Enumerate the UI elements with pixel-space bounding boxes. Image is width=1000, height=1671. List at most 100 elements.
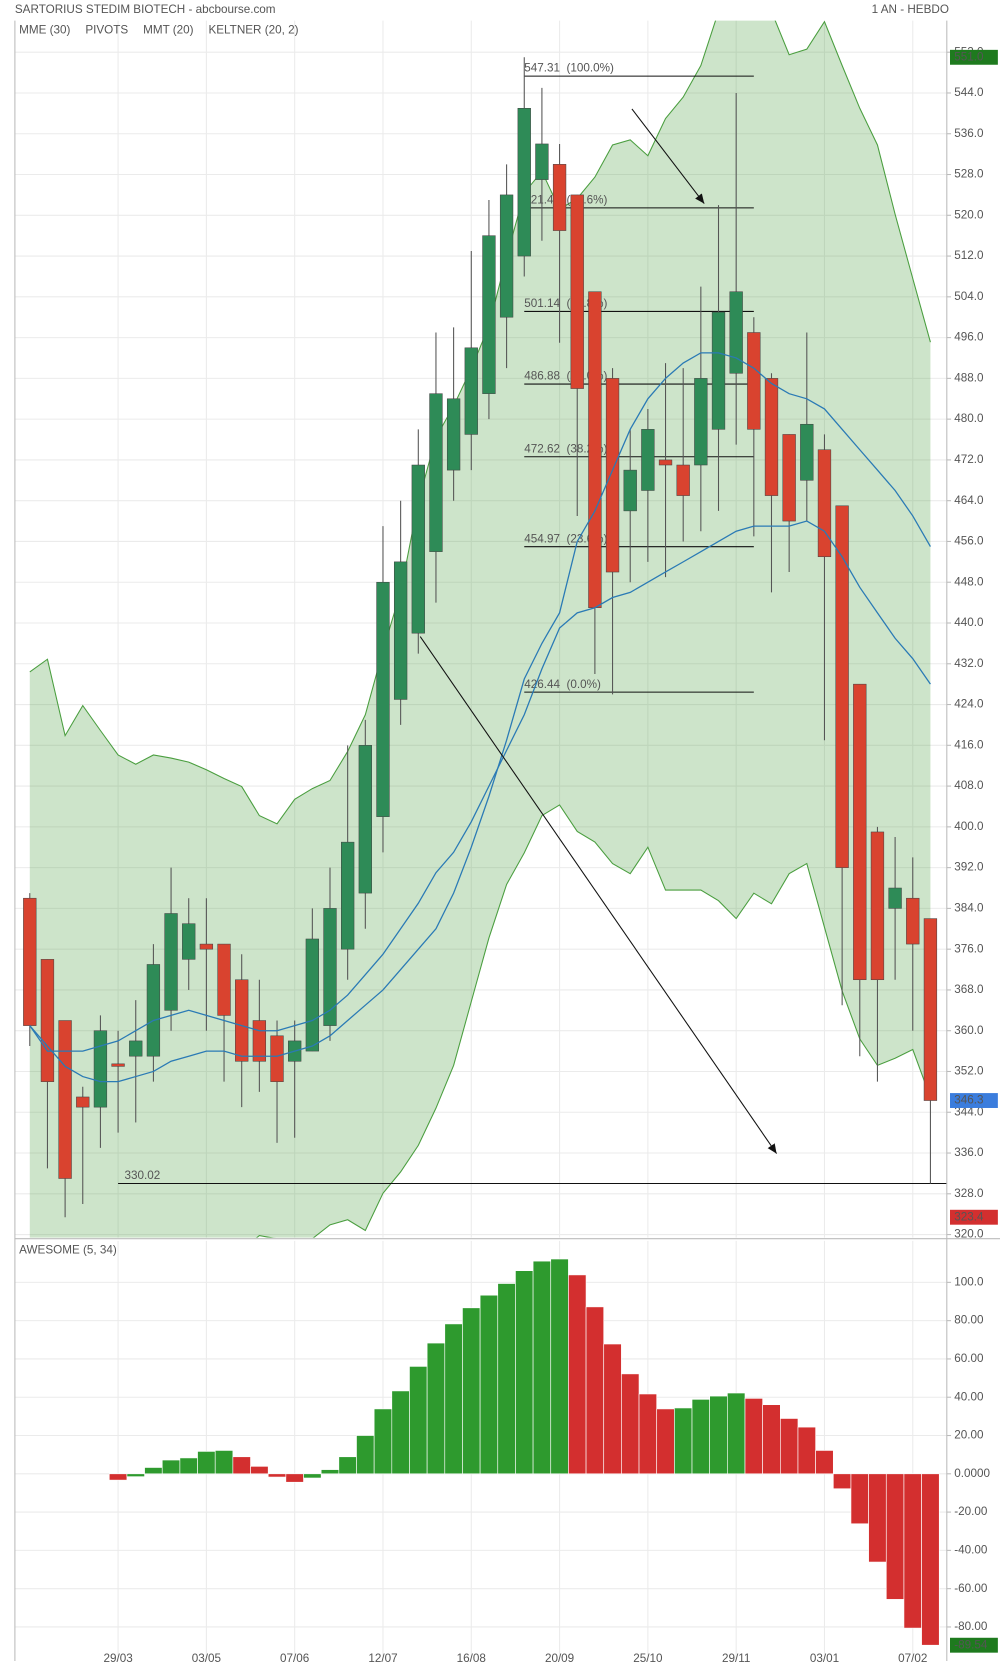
candle-body — [429, 393, 443, 552]
ao-bar — [497, 1283, 516, 1475]
ao-bar — [462, 1307, 481, 1475]
ao-bar — [797, 1426, 816, 1475]
candle-body — [235, 979, 249, 1062]
ao-layer — [108, 1258, 940, 1646]
y-tick-label: 80.00 — [954, 1314, 984, 1327]
ao-title: AWESOME (5, 34) — [19, 1243, 117, 1256]
trend-arrow — [419, 636, 778, 1154]
candle-body — [747, 332, 761, 430]
y-tick-label: 328.0 — [954, 1187, 984, 1200]
ao-bar — [550, 1258, 569, 1475]
y-tick-label: 360.0 — [954, 1024, 984, 1037]
ao-bar — [621, 1373, 640, 1475]
ao-bar — [780, 1418, 799, 1475]
candle-body — [182, 923, 196, 960]
candle-body — [570, 194, 584, 389]
x-tick-label: 03/05 — [192, 1652, 222, 1665]
candle-body — [358, 745, 372, 894]
candle-body — [446, 398, 461, 471]
x-tick-label: 07/02 — [898, 1652, 927, 1665]
ao-bar — [744, 1398, 763, 1475]
y-tick-label: 432.0 — [954, 657, 984, 670]
candle-body — [906, 897, 920, 945]
candle-body — [782, 434, 796, 522]
candle-body — [923, 918, 938, 1101]
ao-bar — [232, 1456, 251, 1475]
y-tick-label: 100.0 — [954, 1275, 984, 1288]
support-label: 330.02 — [124, 1169, 160, 1182]
candle-body — [676, 464, 690, 496]
legend-entry: MMT (20) — [143, 23, 194, 36]
candle-body — [93, 1030, 108, 1108]
legend-entry: PIVOTS — [85, 23, 128, 36]
ao-bar — [832, 1473, 852, 1490]
candle-body — [888, 887, 902, 909]
price-tag-label: -89.54 — [954, 1638, 988, 1651]
frame — [14, 20, 1000, 1662]
x-tick-label: 20/09 — [545, 1652, 574, 1665]
y-tick-label: 528.0 — [954, 168, 984, 181]
ao-bar — [656, 1408, 675, 1475]
labels-layer: SARTORIUS STEDIM BIOTECH - abcbourse.com… — [15, 3, 998, 1665]
ao-bar — [126, 1473, 145, 1477]
ao-bar — [479, 1294, 499, 1475]
candle-body — [694, 378, 708, 466]
ao-bar — [179, 1457, 198, 1475]
y-tick-label: 496.0 — [954, 331, 984, 344]
candle-body — [146, 964, 161, 1057]
price-tag — [950, 1093, 998, 1108]
candle-body — [870, 831, 885, 981]
ao-bar — [674, 1407, 693, 1475]
y-tick-label: 424.0 — [954, 698, 984, 711]
y-tick-label: 0.0000 — [954, 1467, 990, 1480]
ao-bar — [426, 1342, 446, 1475]
moving-average — [29, 520, 931, 1052]
y-tick-label: 520.0 — [954, 208, 984, 221]
ao-bar — [532, 1260, 552, 1475]
ao-bar — [108, 1473, 128, 1481]
trend-arrow — [631, 108, 705, 204]
y-tick-label: -80.00 — [954, 1620, 988, 1633]
x-tick-label: 07/06 — [280, 1652, 309, 1665]
candle-body — [217, 943, 231, 1016]
grid — [14, 20, 952, 1662]
y-tick-label: 544.0 — [954, 86, 984, 99]
y-tick-label: 60.00 — [954, 1352, 984, 1365]
fib-label: 547.31 (100.0%) — [524, 62, 614, 75]
y-tick-label: 472.0 — [954, 453, 984, 466]
y-tick-label: 20.00 — [954, 1429, 984, 1442]
candle-body — [711, 311, 726, 430]
x-tick-label: 16/08 — [457, 1652, 486, 1665]
legend-entry: KELTNER (20, 2) — [208, 23, 298, 36]
candle-body — [341, 841, 355, 950]
ao-bar — [444, 1323, 463, 1475]
x-tick-label: 12/07 — [368, 1652, 397, 1665]
price-tag-label: 323.4 — [954, 1210, 984, 1223]
y-tick-label: 480.0 — [954, 412, 984, 425]
keltner-lower — [256, 804, 931, 1238]
candle-body — [40, 959, 55, 1082]
ao-bar — [373, 1408, 393, 1475]
ao-bar — [161, 1459, 181, 1475]
candle-body — [76, 1096, 90, 1108]
price-tag-label: 551.0 — [954, 50, 984, 63]
price-tag — [950, 1637, 998, 1653]
candle-body — [376, 581, 390, 817]
candle-body — [764, 378, 779, 496]
candle-body — [605, 378, 620, 573]
ao-bar — [356, 1435, 375, 1475]
keltner-upper — [29, 20, 931, 825]
y-tick-label: -40.00 — [954, 1543, 988, 1556]
moving-average — [29, 352, 931, 1083]
candle-body — [393, 561, 408, 700]
ao-bar — [267, 1473, 287, 1478]
price-tag-label: 346.3 — [954, 1094, 983, 1107]
y-tick-label: 384.0 — [954, 901, 984, 914]
candle-body — [499, 194, 514, 318]
keltner-band — [29, 20, 931, 1238]
y-tick-label: 464.0 — [954, 494, 984, 507]
candle-body — [482, 235, 496, 394]
chart-title: SARTORIUS STEDIM BIOTECH - abcbourse.com — [15, 3, 276, 16]
ao-bar — [144, 1467, 163, 1475]
ao-bar — [603, 1343, 622, 1475]
